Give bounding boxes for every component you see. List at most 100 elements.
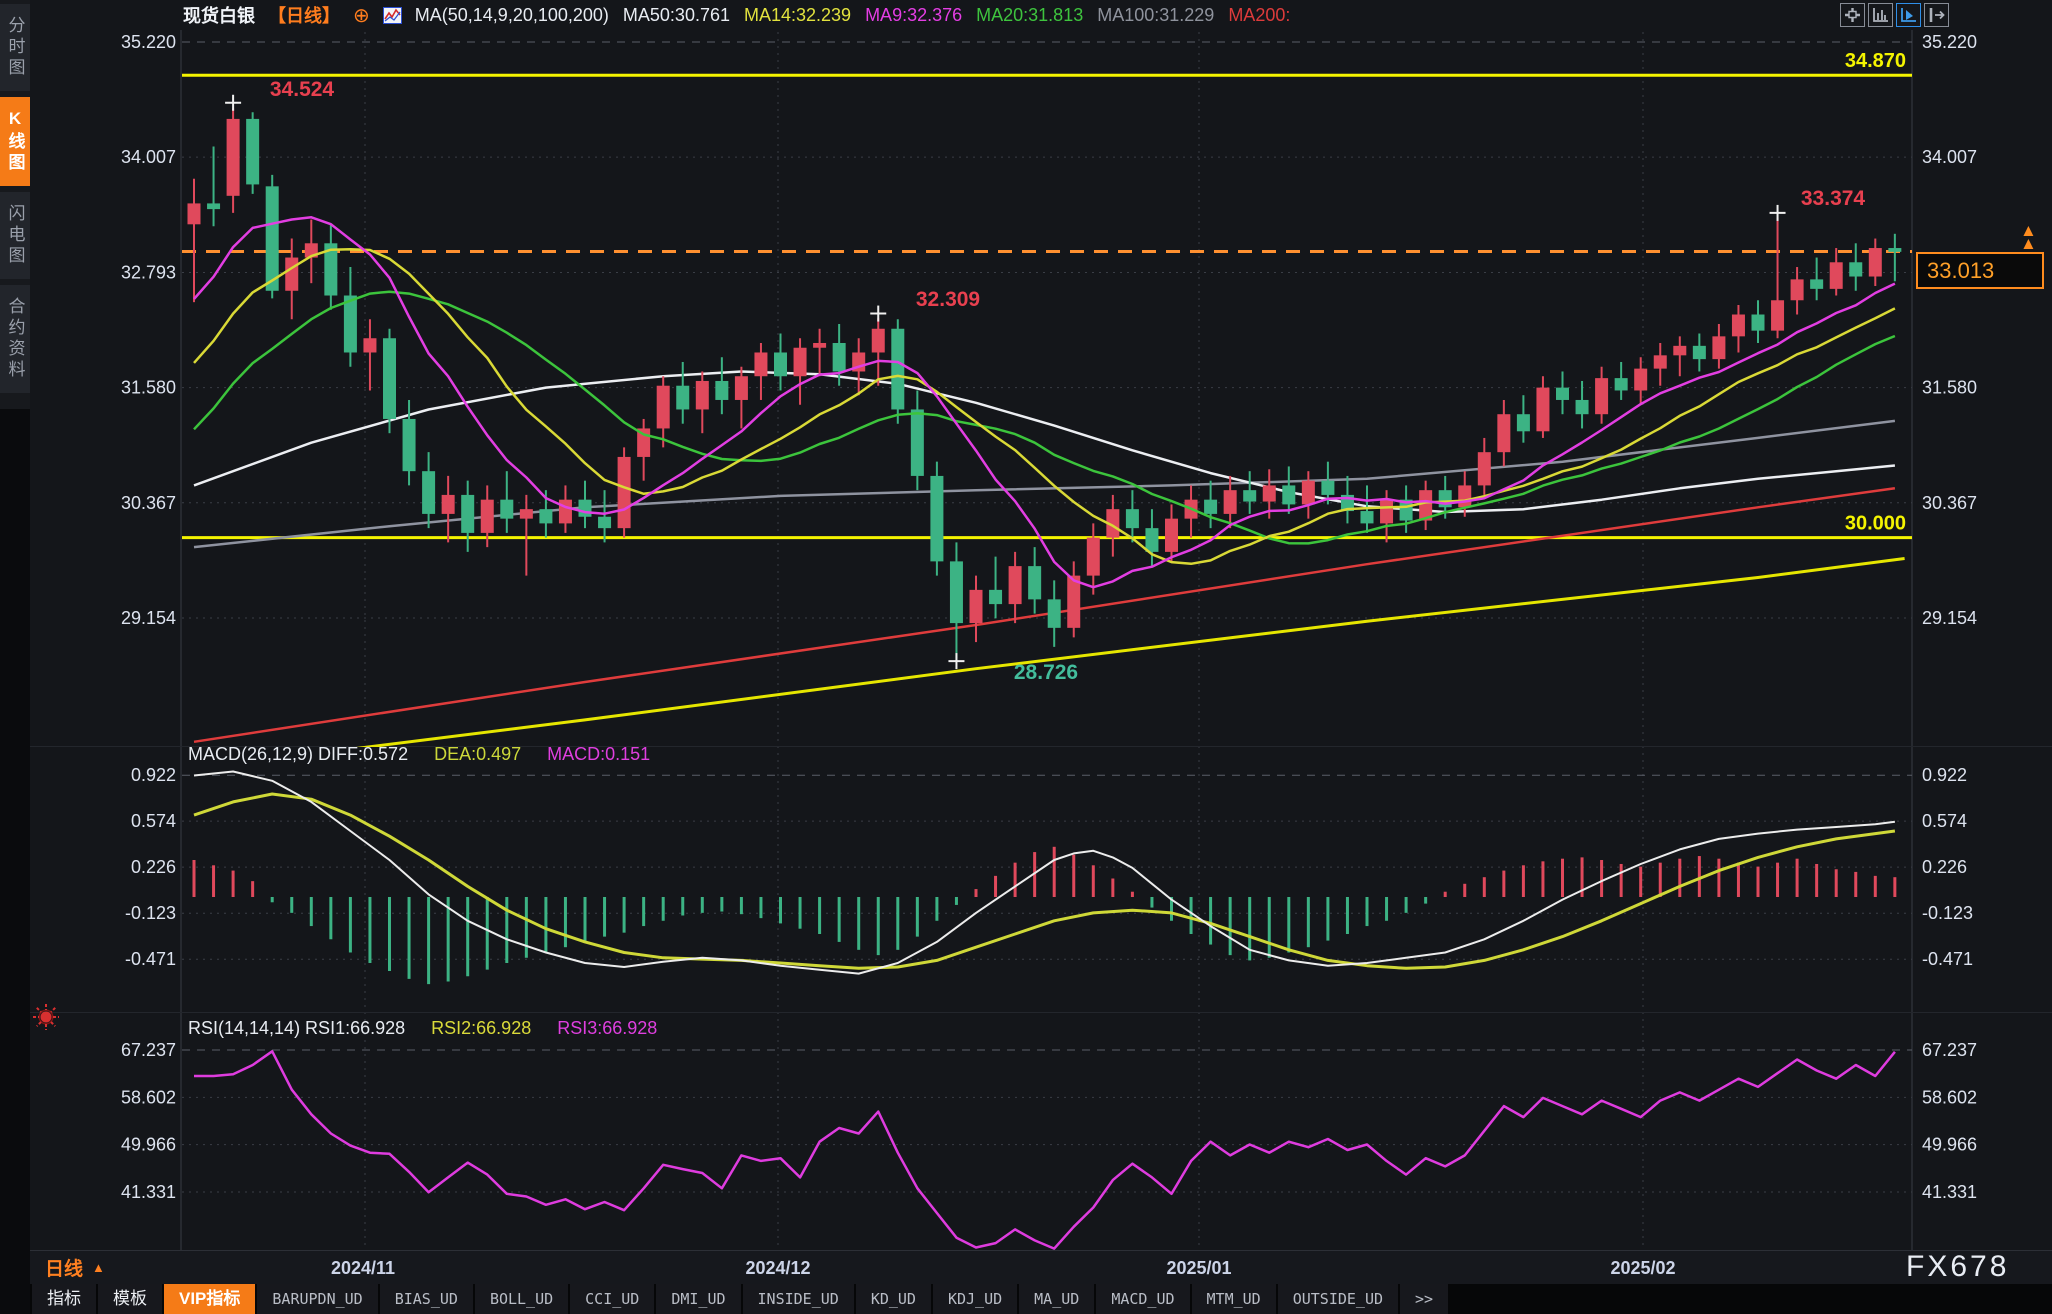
candle-body	[383, 338, 396, 419]
candle-body	[1204, 499, 1218, 514]
candle-body	[852, 352, 866, 372]
candle-body	[1419, 490, 1433, 521]
bottom-tab-kd-ud[interactable]: KD_UD	[855, 1284, 931, 1314]
sidebar-tab-kline-chart[interactable]: K线图	[0, 97, 30, 186]
line-chart-icon	[382, 6, 402, 24]
candle-body	[1438, 490, 1452, 508]
live-indicator-icon[interactable]	[31, 1002, 61, 1032]
sidebar-tab-group: 分时图 K线图 闪电图 合约资料	[0, 0, 30, 409]
candle-body	[1360, 511, 1374, 524]
bottom-tab-kdj-ud[interactable]: KDJ_UD	[932, 1284, 1018, 1314]
candle-body	[969, 589, 983, 624]
bottom-tab-ma-ud[interactable]: MA_UD	[1019, 1284, 1095, 1314]
ma9-line	[193, 216, 1896, 589]
candle-body	[1516, 414, 1530, 432]
candle-body	[187, 203, 201, 225]
timeframe-selector[interactable]: 日线 ▲	[45, 1254, 105, 1281]
bottom-tab-cci-ud[interactable]: CCI_UD	[570, 1284, 655, 1314]
pan-exit-icon[interactable]	[1924, 3, 1949, 27]
bottom-tab-barupdn-ud[interactable]: BARUPDN_UD	[257, 1284, 378, 1314]
ma-value: MA200:	[1228, 4, 1291, 25]
sidebar-tab-lightning-chart[interactable]: 闪电图	[0, 192, 30, 279]
bottom-tab-boll-ud[interactable]: BOLL_UD	[474, 1284, 569, 1314]
ma-value: MA14:32.239	[743, 4, 852, 25]
candle-body	[1380, 499, 1394, 524]
candle-body	[1028, 566, 1042, 600]
rsi-value: RSI(14,14,14) RSI1:66.928	[188, 1018, 406, 1038]
candle-body	[949, 561, 963, 624]
bottom-tab-inside-ud[interactable]: INSIDE_UD	[742, 1284, 854, 1314]
candle-body	[832, 342, 846, 372]
candle-body	[578, 499, 592, 517]
rsi-value: RSI2:66.928	[431, 1018, 532, 1038]
bottom-tab-模板[interactable]: 模板	[98, 1284, 162, 1314]
macd-value: DEA:0.497	[434, 744, 522, 764]
bottom-tab-mtm-ud[interactable]: MTM_UD	[1191, 1284, 1276, 1314]
axis-label-left: 58.602	[121, 1087, 176, 1107]
bottom-tab-bias-ud[interactable]: BIAS_UD	[379, 1284, 473, 1314]
indicator-tab-bar: 指标 模板 VIP指标 BARUPDN_UD BIAS_UD BOLL_UD CCI_UD D…	[0, 1284, 2052, 1314]
macd-panel-label: MACD(26,12,9) DIFF:0.572 DEA:0.497 MACD:0.…	[188, 744, 650, 765]
axis-label-right: -0.471	[1922, 949, 1973, 969]
bottom-tab-outside-ud[interactable]: OUTSIDE_UD	[1277, 1284, 1399, 1314]
candle-body	[461, 494, 475, 533]
axis-flag-icon[interactable]	[1896, 3, 1921, 27]
price-up-arrow-icon: ▲ ▲	[2020, 221, 2037, 253]
symbol-title: 现货白银	[183, 6, 255, 26]
candle-body	[1047, 599, 1061, 628]
candle-body	[1184, 499, 1198, 519]
candle-body	[793, 347, 807, 377]
sidebar-tab-time-chart[interactable]: 分时图	[0, 4, 30, 91]
chevron-up-icon: ▲	[92, 1260, 105, 1275]
axis-label-left: 35.220	[121, 32, 176, 52]
candle-body	[1810, 279, 1824, 289]
crosshair-target-icon[interactable]: ⊕	[353, 4, 370, 27]
candle-body	[441, 494, 455, 514]
axis-label-right: 0.922	[1922, 765, 1967, 785]
candle-body	[1692, 345, 1706, 360]
candle-body	[1008, 566, 1022, 605]
level-label: 34.870	[1845, 50, 1906, 72]
sidebar-tab-contract-info[interactable]: 合约资料	[0, 285, 30, 393]
candle-body	[285, 257, 299, 291]
macd-panel-layer	[192, 770, 1897, 985]
candle-body	[1145, 528, 1159, 552]
level-label: 30.000	[1845, 513, 1906, 535]
candle-body	[598, 516, 612, 529]
ma14-line	[193, 248, 1896, 566]
axis-label-left: -0.123	[125, 903, 176, 923]
axis-label-right: -0.123	[1922, 903, 1973, 923]
ma-value: MA9:32.376	[865, 4, 963, 25]
timeframe-label: 日线	[45, 1259, 84, 1280]
axis-label-right: 49.966	[1922, 1135, 1977, 1155]
candles-layer	[187, 108, 1902, 659]
candle-body	[734, 376, 748, 400]
candle-body	[402, 418, 416, 472]
candle-body	[1888, 248, 1902, 252]
bottom-tab->>[interactable]: >>	[1400, 1284, 1449, 1314]
bottom-tab-vip指标[interactable]: VIP指标	[164, 1284, 256, 1314]
candle-body	[1340, 494, 1354, 512]
axis-label-right: 0.574	[1922, 811, 1967, 831]
candle-body	[1223, 490, 1237, 514]
candle-body	[265, 186, 279, 291]
bottom-tab-dmi-ud[interactable]: DMI_UD	[656, 1284, 741, 1314]
last-price-value: 33.013	[1927, 257, 1995, 283]
ma-value: MA100:31.229	[1097, 4, 1215, 25]
bottom-tab-指标[interactable]: 指标	[32, 1284, 96, 1314]
candle-body	[1282, 485, 1296, 505]
candle-body	[1712, 336, 1726, 360]
candle-body	[695, 380, 709, 410]
candle-body	[989, 589, 1003, 605]
candle-body	[1673, 345, 1687, 356]
axis-bars-icon[interactable]	[1868, 3, 1893, 27]
axis-label-right: 30.367	[1922, 493, 1977, 513]
axis-label-left: 30.367	[121, 493, 176, 513]
candle-body	[1536, 387, 1550, 432]
crosshair-move-icon[interactable]	[1840, 3, 1865, 27]
bottom-tab-macd-ud[interactable]: MACD_UD	[1096, 1284, 1190, 1314]
candle-body	[1067, 575, 1081, 628]
